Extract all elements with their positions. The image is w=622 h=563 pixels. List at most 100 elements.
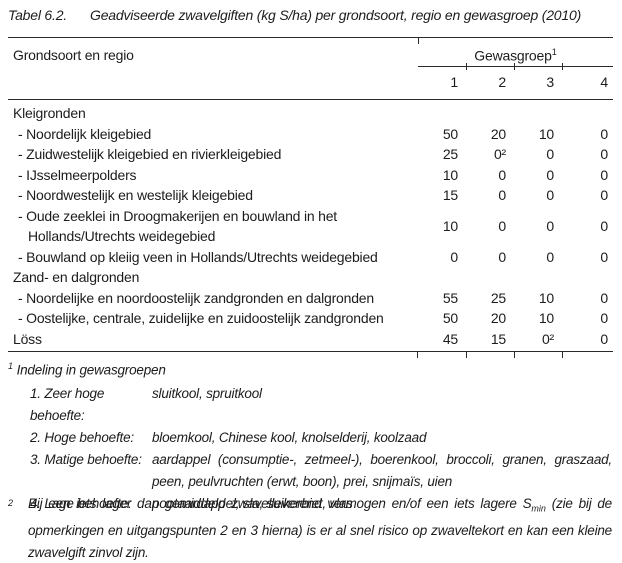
row-value: 0 — [600, 310, 608, 326]
row-value: 0 — [600, 125, 608, 142]
row-value: 25 — [490, 289, 506, 306]
row-label: Kleigronden — [13, 105, 86, 121]
footnote-2-text-after: (zie bij de opmerkingen en uitgangspunte… — [28, 496, 612, 560]
list-item-value: aardappel (consumptie-, zetmeel-), boere… — [152, 452, 612, 489]
row-value: 0 — [546, 187, 554, 203]
rule-group — [418, 66, 613, 67]
row-value: 0 — [498, 166, 506, 183]
list-item-value: pootaardappel, sla, suikerbiet, vlas — [152, 496, 353, 511]
row-label: - IJsselmeerpolders — [18, 166, 137, 183]
row-value: 0 — [450, 248, 458, 265]
column-header-grondsoort: Grondsoort en regio — [13, 47, 134, 63]
table-row-section: Zand- en dalgronden — [8, 267, 613, 288]
row-value: 0 — [600, 289, 608, 306]
table-row-section: Löss 45 15 0² 0 — [8, 329, 613, 350]
list-item-label: 1. Zeer hoge behoefte: — [30, 386, 105, 423]
list-item: 3. Matige behoefte: aardappel (consumpti… — [30, 449, 612, 493]
list-item-label: 2. Hoge behoefte: — [30, 430, 134, 445]
row-value: 20 — [490, 310, 506, 326]
column-numbers-row: 1 2 3 4 — [8, 74, 613, 90]
list-item: 1. Zeer hoge behoefte: sluitkool, spruit… — [30, 383, 612, 427]
crop-group-list: 1. Zeer hoge behoefte: sluitkool, spruit… — [30, 383, 612, 515]
tick — [562, 63, 563, 70]
tick — [466, 63, 467, 70]
row-value: 0 — [546, 146, 554, 162]
column-header-2: 2 — [498, 74, 506, 90]
footnote-1-marker: 1 — [8, 361, 14, 371]
table-row: - Bouwland op kleiig veen in Hollands/Ut… — [8, 247, 613, 268]
row-value: 10 — [442, 217, 458, 234]
row-value: 55 — [442, 289, 458, 306]
footnote-2-text: Bij een iets lager dan gemiddeld zwavell… — [28, 493, 612, 563]
row-value: 15 — [442, 187, 458, 203]
table-row-two-line: - Oude zeeklei in Droogmakerijen en bouw… — [8, 206, 613, 247]
row-value: 10 — [538, 310, 554, 326]
row-value: 50 — [442, 310, 458, 326]
footnote-ref-1: 1 — [551, 47, 557, 57]
row-value: 0² — [541, 330, 554, 347]
spacer — [8, 74, 417, 90]
list-item-value: sluitkool, spruitkool — [152, 386, 262, 401]
row-value: 0 — [546, 248, 554, 265]
column-group-header-gewasgroep: Gewasgroep1 — [418, 47, 613, 64]
row-label: - Noordelijk kleigebied — [18, 125, 152, 142]
row-value: 0 — [600, 217, 608, 234]
rule-header-bottom — [8, 99, 613, 100]
rule-top — [8, 37, 613, 38]
column-header-1: 1 — [450, 74, 458, 90]
row-value: 0 — [498, 248, 506, 265]
row-value: 10 — [442, 166, 458, 183]
list-item: 2. Hoge behoefte: bloemkool, Chinese koo… — [30, 427, 612, 449]
footnote-1-heading: 1 Indeling in gewasgroepen — [8, 361, 166, 378]
row-label: Löss — [13, 330, 42, 347]
gewasgroep-label: Gewasgroep — [474, 47, 552, 64]
tick — [417, 351, 418, 358]
tick — [514, 63, 515, 70]
table-title: Geadviseerde zwavelgiften (kg S/ha) per … — [90, 7, 582, 23]
footnote-2-marker: 2 — [8, 498, 14, 508]
table-row: - Noordwestelijk en westelijk kleigebied… — [8, 185, 613, 206]
row-label-line2: Hollands/Utrechts weidegebied — [28, 228, 216, 244]
row-value: 0 — [600, 187, 608, 203]
row-value: 25 — [442, 146, 458, 162]
row-label: - Zuidwestelijk kleigebied en rivierklei… — [18, 146, 282, 162]
table-number: Tabel 6.2. — [8, 7, 67, 23]
row-value: 10 — [538, 125, 554, 142]
list-item-label: 3. Matige behoefte: — [30, 452, 142, 467]
row-value: 15 — [490, 330, 506, 347]
row-label: - Noordelijke en noordoostelijk zandgron… — [18, 289, 374, 306]
footnote-2: 2 Bij een iets lager dan gemiddeld zwave… — [8, 493, 613, 563]
row-label: Zand- en dalgronden — [13, 269, 140, 285]
column-header-4: 4 — [600, 74, 608, 90]
row-value: 0 — [600, 166, 608, 183]
tick — [466, 351, 467, 358]
row-label-line1: - Oude zeeklei in Droogmakerijen en bouw… — [18, 207, 337, 224]
row-label: - Bouwland op kleiig veen in Hollands/Ut… — [18, 248, 378, 265]
row-value: 0 — [600, 248, 608, 265]
table-caption: Tabel 6.2. Geadviseerde zwavelgiften (kg… — [8, 7, 614, 23]
row-value: 45 — [442, 330, 458, 347]
row-value: 0 — [498, 217, 506, 234]
footnote-1-title: Indeling in gewasgroepen — [16, 362, 166, 378]
table-body: Kleigronden - Noordelijk kleigebied 50 2… — [8, 103, 613, 349]
row-value: 0 — [546, 166, 554, 183]
row-value: 10 — [538, 289, 554, 306]
smin-subscript: min — [531, 503, 546, 514]
list-item-value: bloemkool, Chinese kool, knolselderij, k… — [152, 430, 427, 445]
row-label-wrap: - Oude zeeklei in Droogmakerijen en bouw… — [8, 206, 417, 247]
row-value: 20 — [490, 125, 506, 142]
tick — [562, 351, 563, 358]
tick — [514, 351, 515, 358]
table-row-section: Kleigronden — [8, 103, 613, 124]
row-value: 0² — [493, 146, 506, 162]
column-header-3: 3 — [546, 74, 554, 90]
tick — [418, 37, 419, 44]
table-row: - Noordelijk kleigebied 50 20 10 0 — [8, 124, 613, 145]
footnote-2-text-before: Bij een iets lager dan gemiddeld zwavell… — [28, 496, 532, 511]
row-value: 50 — [442, 125, 458, 142]
list-item-label: 4. Lage behoefte: — [30, 496, 132, 511]
row-value: 0 — [600, 330, 608, 347]
row-value: 0 — [546, 217, 554, 234]
table-row: - Noordelijke en noordoostelijk zandgron… — [8, 288, 613, 309]
